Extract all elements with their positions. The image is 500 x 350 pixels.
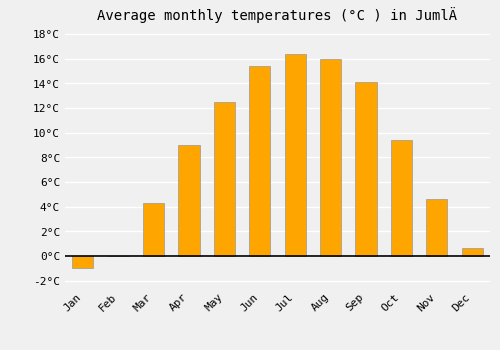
Bar [143,203,164,256]
Bar [284,54,306,256]
Bar [426,199,448,256]
Bar [214,102,235,256]
Bar [320,59,341,256]
Bar [72,256,94,268]
Bar [391,140,412,256]
Title: Average monthly temperatures (°C ) in JumlÄ: Average monthly temperatures (°C ) in Ju… [98,7,458,23]
Bar [462,247,483,256]
Bar [178,145,200,256]
Bar [249,66,270,256]
Bar [356,82,376,256]
